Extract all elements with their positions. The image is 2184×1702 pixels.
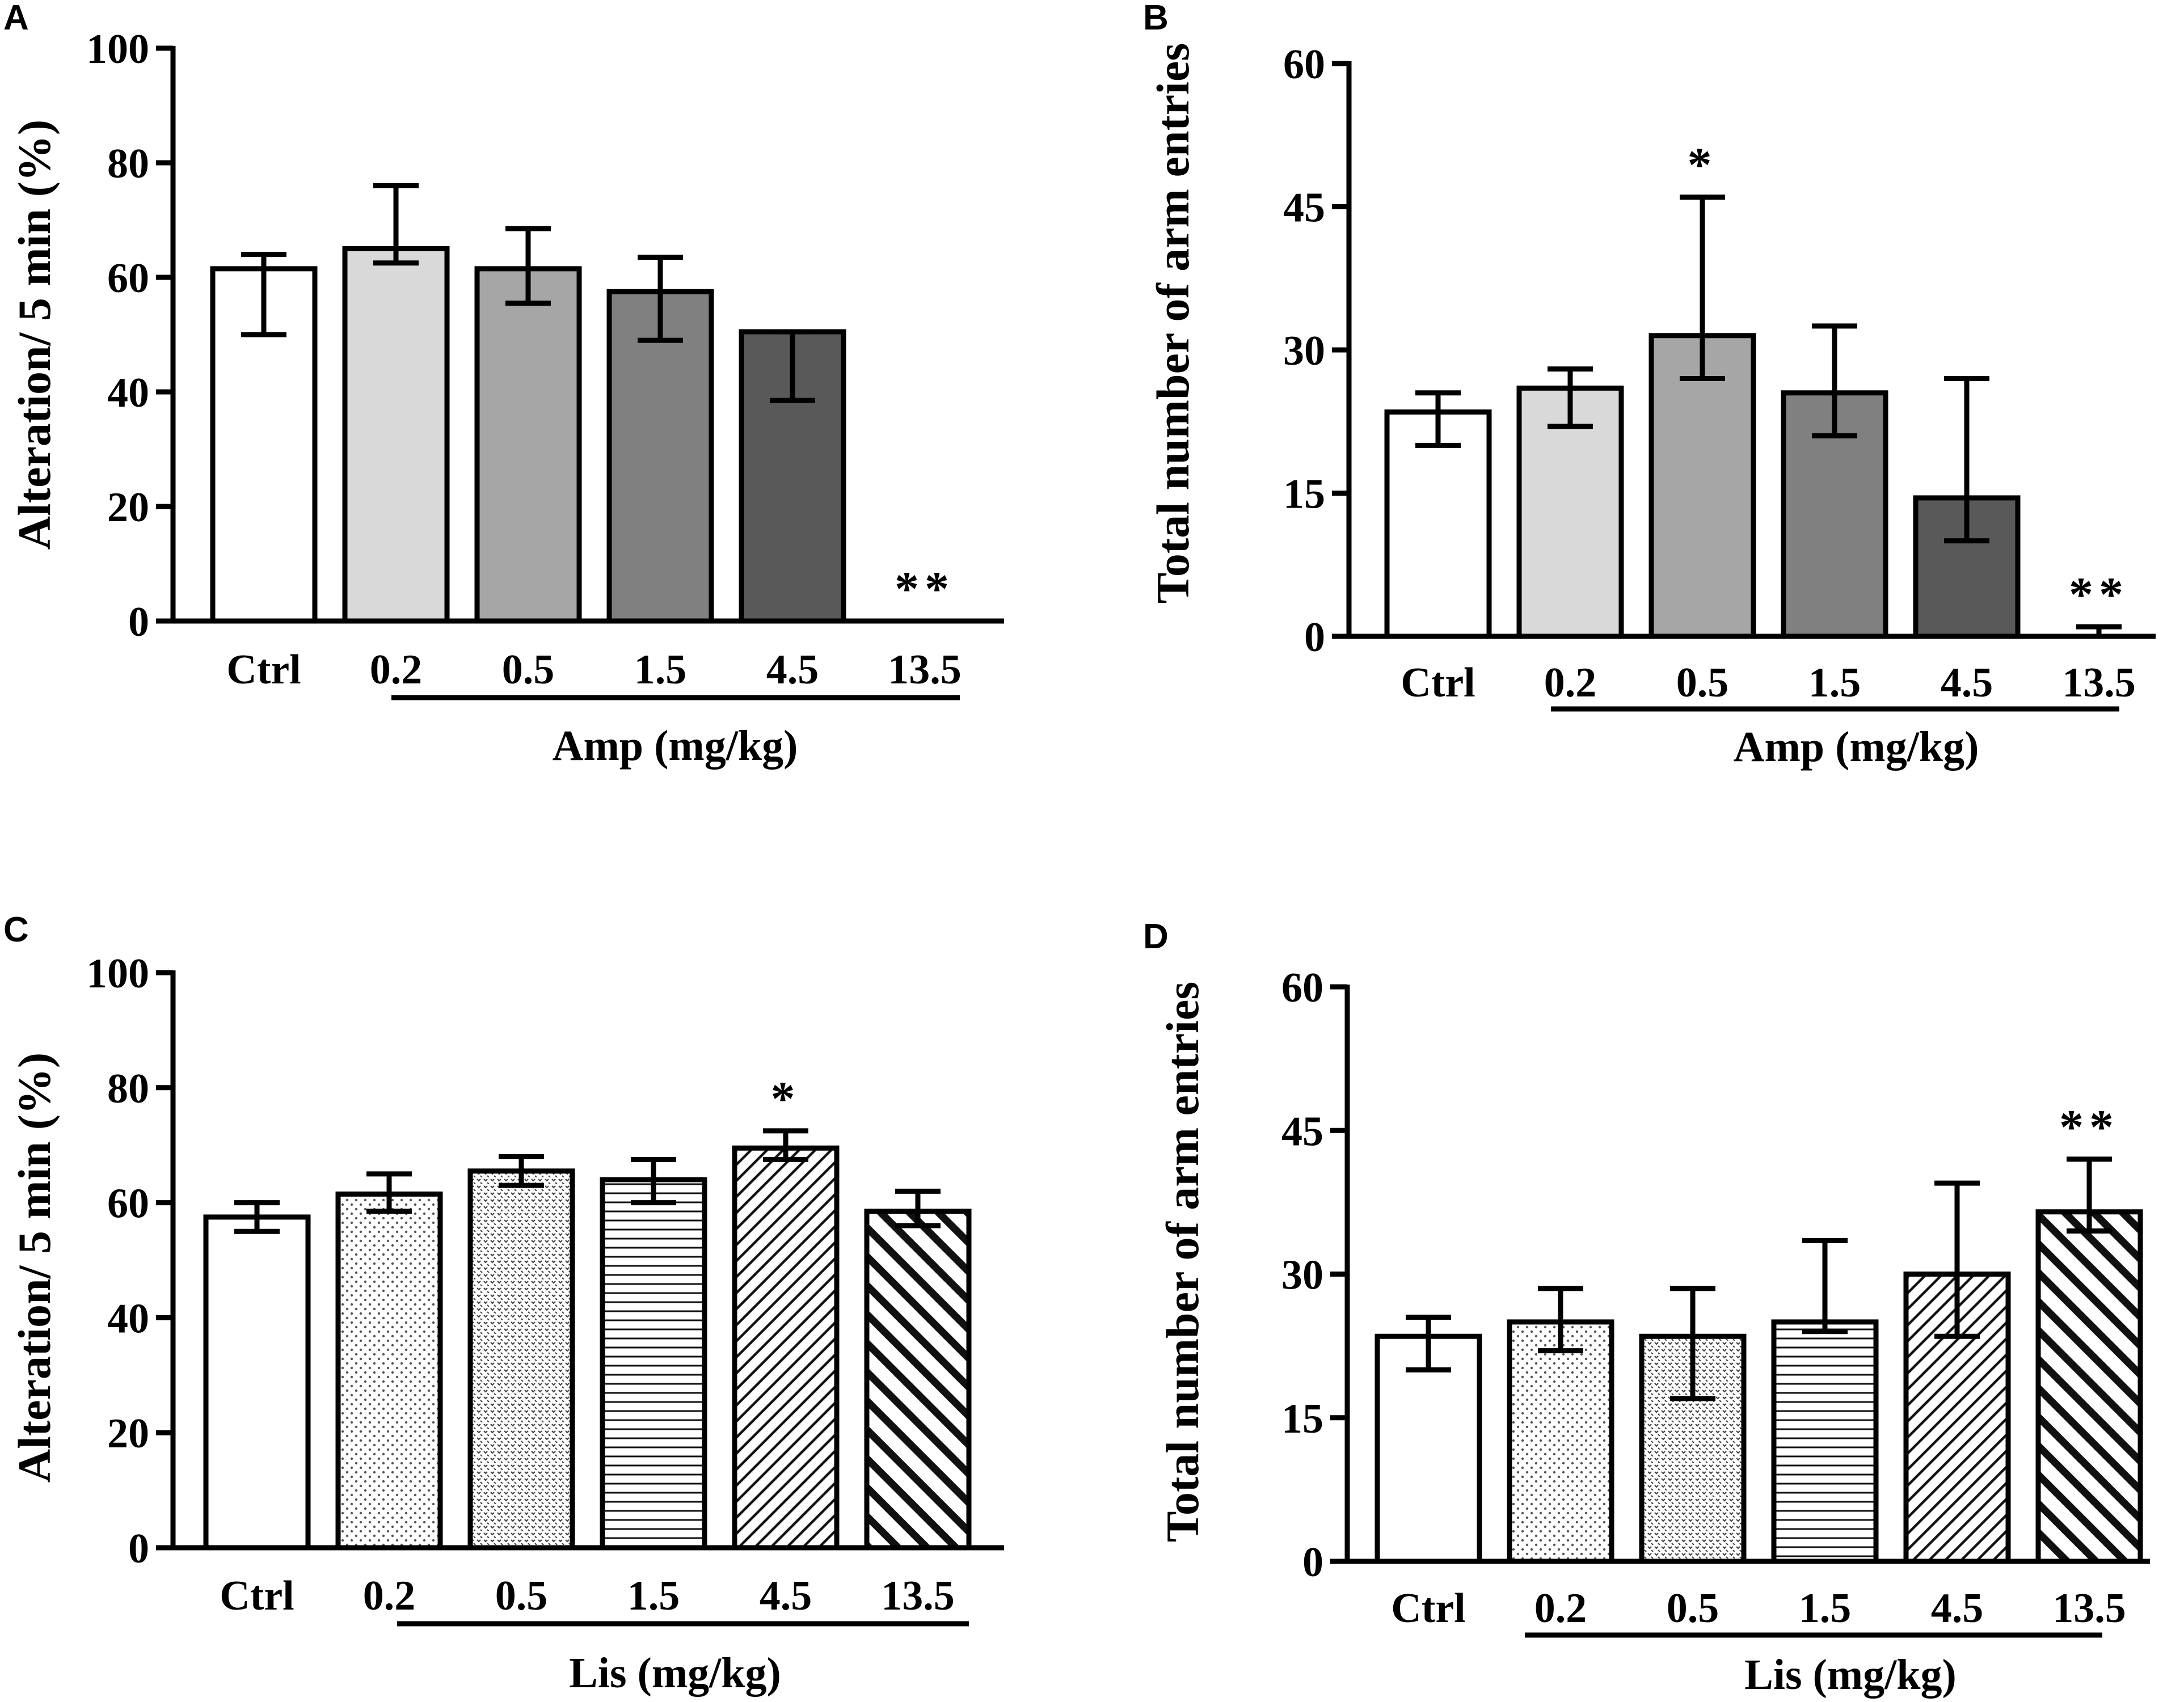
plot-area: ** 0 20 40 60 80 100 Ctrl 0.2 0.5 1.5 4.5 13.5 xyxy=(86,26,1004,700)
bar xyxy=(474,266,582,624)
y-tick-label: 100 xyxy=(86,951,149,997)
bar xyxy=(1771,1319,1879,1564)
x-tick-label: 0.2 xyxy=(1544,660,1597,706)
significance-marker: ** xyxy=(2069,567,2129,622)
y-tick-label: 60 xyxy=(1283,41,1325,88)
bar xyxy=(2035,1209,2143,1564)
y-tick-label: 60 xyxy=(107,255,149,302)
significance-marker: * xyxy=(1688,138,1718,192)
y-tick-label: 40 xyxy=(107,1295,149,1342)
y-tick-label: 60 xyxy=(107,1181,149,1227)
group-label: Lis (mg/kg) xyxy=(569,1649,781,1697)
significance-marker: * xyxy=(771,1071,801,1126)
significance-marker: ** xyxy=(2059,1100,2119,1154)
bar xyxy=(335,1191,443,1551)
y-tick-label: 0 xyxy=(128,1526,149,1572)
y-tick-label: 40 xyxy=(107,370,149,416)
x-tick-label: 13.5 xyxy=(2052,1585,2126,1632)
x-tick-label: 13.5 xyxy=(2062,660,2136,706)
x-tick-label: 4.5 xyxy=(1941,660,1993,706)
y-tick-label: 15 xyxy=(1283,471,1325,518)
group-label: Lis (mg/kg) xyxy=(1744,1651,1957,1699)
y-tick-label: 0 xyxy=(128,599,149,645)
x-tick-label: 13.5 xyxy=(888,647,962,693)
x-tick-label: 4.5 xyxy=(1931,1585,1984,1632)
bar xyxy=(606,289,714,624)
x-tick-label: 1.5 xyxy=(1799,1585,1852,1632)
panel-letter: D xyxy=(1143,917,1169,956)
y-tick-label: 45 xyxy=(1283,185,1325,231)
bar xyxy=(864,1209,972,1551)
group-label: Amp (mg/kg) xyxy=(1734,723,1979,771)
x-tick-label: 4.5 xyxy=(766,647,819,693)
y-tick-label: 60 xyxy=(1281,965,1323,1011)
y-tick-label: 45 xyxy=(1281,1108,1323,1155)
y-tick-label: 20 xyxy=(107,484,149,531)
y-tick-label: 0 xyxy=(1302,1539,1323,1586)
x-tick-label: Ctrl xyxy=(1391,1585,1466,1632)
bar xyxy=(342,246,450,624)
x-tick-label: 0.5 xyxy=(1676,660,1729,706)
x-tick-label: 1.5 xyxy=(634,647,687,693)
bar xyxy=(467,1168,575,1551)
x-tick-label: 0.5 xyxy=(1667,1585,1719,1632)
x-tick-label: Ctrl xyxy=(226,647,301,693)
x-tick-label: 0.5 xyxy=(495,1573,548,1619)
y-tick-label: 80 xyxy=(107,1066,149,1112)
group-label: Amp (mg/kg) xyxy=(553,722,798,770)
panel-b: B Total number of arm entries Amp (mg/kg… xyxy=(1143,0,2156,771)
y-tick-label: 0 xyxy=(1304,614,1325,661)
panel-letter: A xyxy=(3,0,29,37)
x-tick-label: 13.5 xyxy=(881,1573,955,1619)
panel-letter: B xyxy=(1143,0,1169,37)
x-tick-label: Ctrl xyxy=(220,1573,294,1619)
bar xyxy=(1507,1319,1614,1564)
y-tick-label: 15 xyxy=(1281,1396,1323,1442)
panel-d: D Total number of arm entries Lis (mg/kg… xyxy=(1143,917,2150,1699)
y-tick-label: 30 xyxy=(1283,328,1325,374)
y-tick-label: 80 xyxy=(107,141,149,187)
x-tick-label: Ctrl xyxy=(1401,660,1475,706)
y-tick-label: 30 xyxy=(1281,1252,1323,1299)
panel-letter: C xyxy=(3,910,29,949)
y-tick-label: 100 xyxy=(86,26,149,73)
bar xyxy=(732,1145,840,1551)
y-tick-label: 20 xyxy=(107,1410,149,1457)
x-tick-label: 0.5 xyxy=(502,647,555,693)
x-tick-label: 0.2 xyxy=(370,647,423,693)
y-axis-title: Total number of arm entries xyxy=(1147,43,1199,603)
bar xyxy=(203,1214,311,1551)
y-axis-title: Alteration/ 5 min (%) xyxy=(9,1053,60,1483)
x-tick-label: 4.5 xyxy=(760,1573,812,1619)
plot-area: ** 0 15 30 45 60 Ctrl 0.2 0.5 1.5 4.5 13.5 xyxy=(1281,965,2150,1638)
panel-c: C Alteration/ 5 min (%) Lis (mg/kg) * 0 20… xyxy=(3,910,1004,1697)
significance-marker: ** xyxy=(895,561,955,616)
x-tick-label: 1.5 xyxy=(1808,660,1861,706)
plot-area: * 0 20 40 60 80 100 Ctrl 0.2 0.5 1.5 4.5 13.5 xyxy=(86,951,1004,1627)
bar xyxy=(600,1177,707,1551)
x-tick-label: 0.2 xyxy=(1534,1585,1587,1632)
x-tick-label: 0.2 xyxy=(363,1573,416,1619)
y-axis-title: Alteration/ 5 min (%) xyxy=(9,120,60,550)
panel-a: A Alteration/ 5 min (%) Amp (mg/kg) ** 0 2… xyxy=(3,0,1004,770)
y-axis-title: Total number of arm entries xyxy=(1157,982,1208,1542)
x-tick-label: 1.5 xyxy=(627,1573,680,1619)
